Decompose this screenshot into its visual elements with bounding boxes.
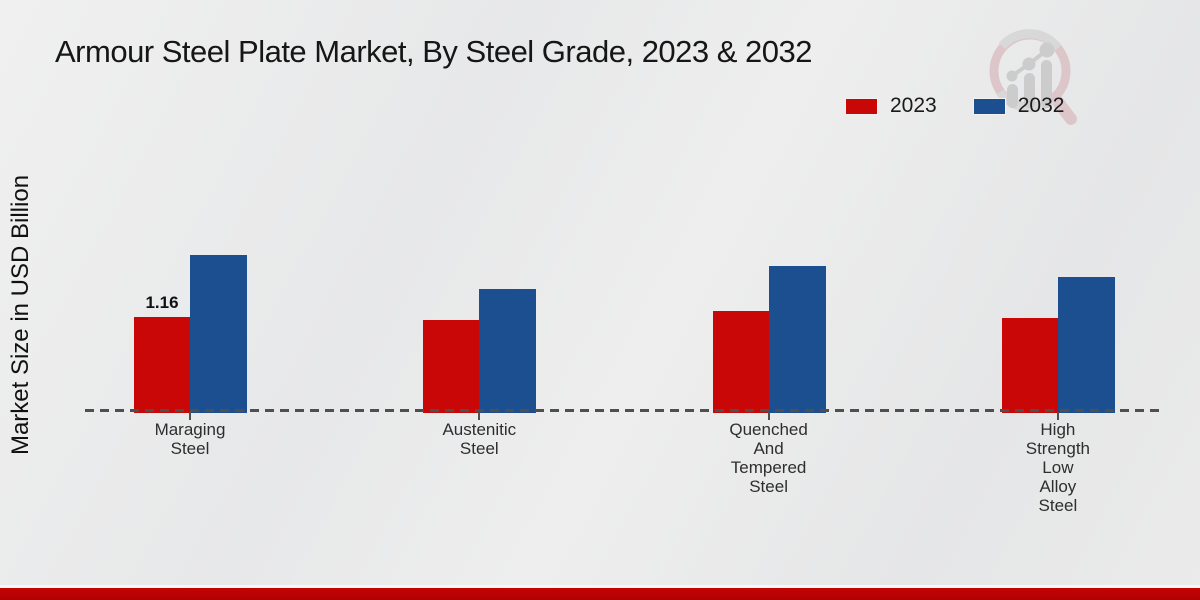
legend-item-2023: 2023 [845,94,937,118]
bar-2032-maraging-steel [190,255,247,413]
bar-value-label: 1.16 [145,293,179,312]
x-axis-tick [189,412,191,420]
legend-label: 2032 [1017,94,1065,117]
bar-2023-quenched-and-tempered-steel [712,311,769,413]
legend-swatch-2032 [972,97,1006,115]
bar-2023-maraging-steel [134,317,190,413]
x-axis-tick [478,412,481,420]
x-axis-tick [767,412,770,420]
category-label-maraging-steel: Maraging Steel [154,420,226,458]
category-label-high-strength-low-alloy-steel: High Strength Low Alloy Steel [1025,420,1091,515]
x-axis-tick [1056,412,1059,420]
footer-divider [0,585,1200,588]
legend-item-2032: 2032 [972,94,1065,118]
legend: 2023 2032 [845,94,1064,118]
chart-title: Armour Steel Plate Market, By Steel Grad… [55,34,813,69]
magnifier-growth-icon [989,29,1077,125]
category-label-quenched-and-tempered-steel: Quenched And Tempered Steel [729,420,808,496]
category-label-austenitic-steel: Austenitic Steel [442,420,517,458]
bar-2032-austenitic-steel [479,289,537,413]
bar-2032-high-strength-low-alloy-steel [1057,277,1115,413]
x-axis-line [85,409,1165,412]
legend-label: 2023 [890,94,937,117]
brand-logo [988,26,1078,128]
bar-2032-quenched-and-tempered-steel [768,266,826,413]
bar-2023-austenitic-steel [423,320,480,413]
bar-2023-high-strength-low-alloy-steel [1001,318,1058,413]
footer-red-band [0,588,1200,600]
legend-swatch-2023 [845,97,878,115]
